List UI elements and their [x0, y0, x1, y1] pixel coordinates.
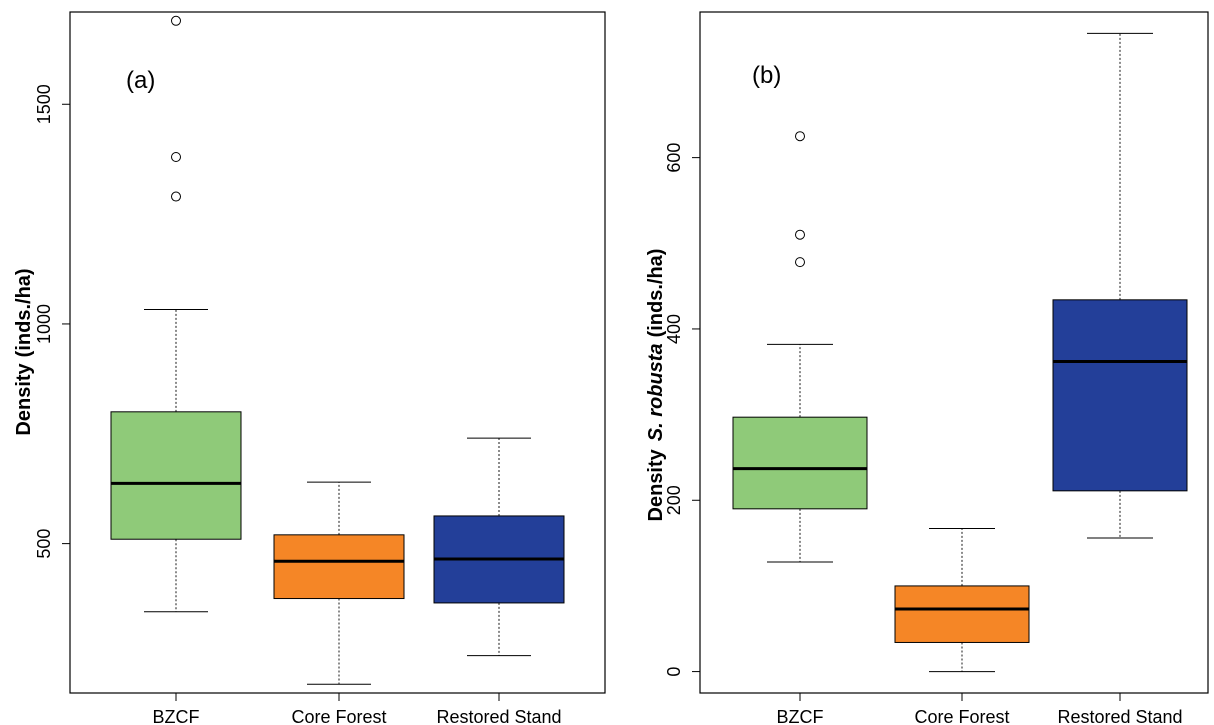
y-axis-label: Density (inds./ha)	[13, 268, 35, 435]
iqr-box	[110, 411, 242, 540]
x-tick-label: Restored Stand	[1057, 707, 1182, 725]
outlier-point	[795, 131, 805, 142]
y-axis-label-main: Density	[645, 448, 667, 521]
y-axis-label-unit: (inds./ha)	[13, 268, 35, 357]
x-tick-label: BZCF	[153, 707, 200, 725]
y-axis-label-unit: (inds./ha)	[645, 249, 667, 338]
y-tick-label: 1500	[34, 84, 54, 124]
outlier-point	[795, 257, 805, 268]
outlier-point	[171, 15, 181, 26]
box-bzcf	[732, 131, 868, 563]
outlier-point	[171, 151, 181, 162]
y-tick-label: 0	[664, 667, 684, 677]
x-tick-label: BZCF	[777, 707, 824, 725]
box-bzcf	[110, 15, 242, 613]
y-axis-label-species: S. robusta	[645, 343, 667, 441]
box-core-forest	[894, 528, 1030, 673]
panel-label: (a)	[126, 67, 155, 94]
y-tick-label: 500	[34, 529, 54, 559]
y-axis-label: Density S. robusta (inds./ha)	[645, 249, 667, 522]
plot-frame	[699, 11, 1209, 694]
plot-frame	[69, 11, 606, 694]
panel-a: (a) Density (inds./ha) 500 1000 1500 BZCF Cor…	[13, 11, 606, 725]
box-restored-stand	[1052, 32, 1188, 539]
box-core-forest	[273, 481, 405, 685]
outlier-point	[171, 191, 181, 202]
iqr-box	[894, 585, 1030, 643]
y-tick-label: 200	[664, 485, 684, 515]
iqr-box	[273, 534, 405, 600]
panel-label: (b)	[752, 62, 781, 89]
x-tick-label: Restored Stand	[436, 707, 561, 725]
box-restored-stand	[433, 437, 565, 657]
panel-b: (b) Density S. robusta (inds./ha) 0 200 400 6…	[645, 11, 1209, 725]
y-tick-label: 400	[664, 314, 684, 344]
x-tick-label: Core Forest	[914, 707, 1009, 725]
y-tick-label: 600	[664, 143, 684, 173]
y-tick-label: 1000	[34, 304, 54, 344]
iqr-box	[732, 416, 868, 510]
x-tick-label: Core Forest	[291, 707, 386, 725]
y-axis-label-main: Density	[13, 362, 35, 435]
outlier-point	[795, 229, 805, 240]
iqr-box	[1052, 299, 1188, 492]
